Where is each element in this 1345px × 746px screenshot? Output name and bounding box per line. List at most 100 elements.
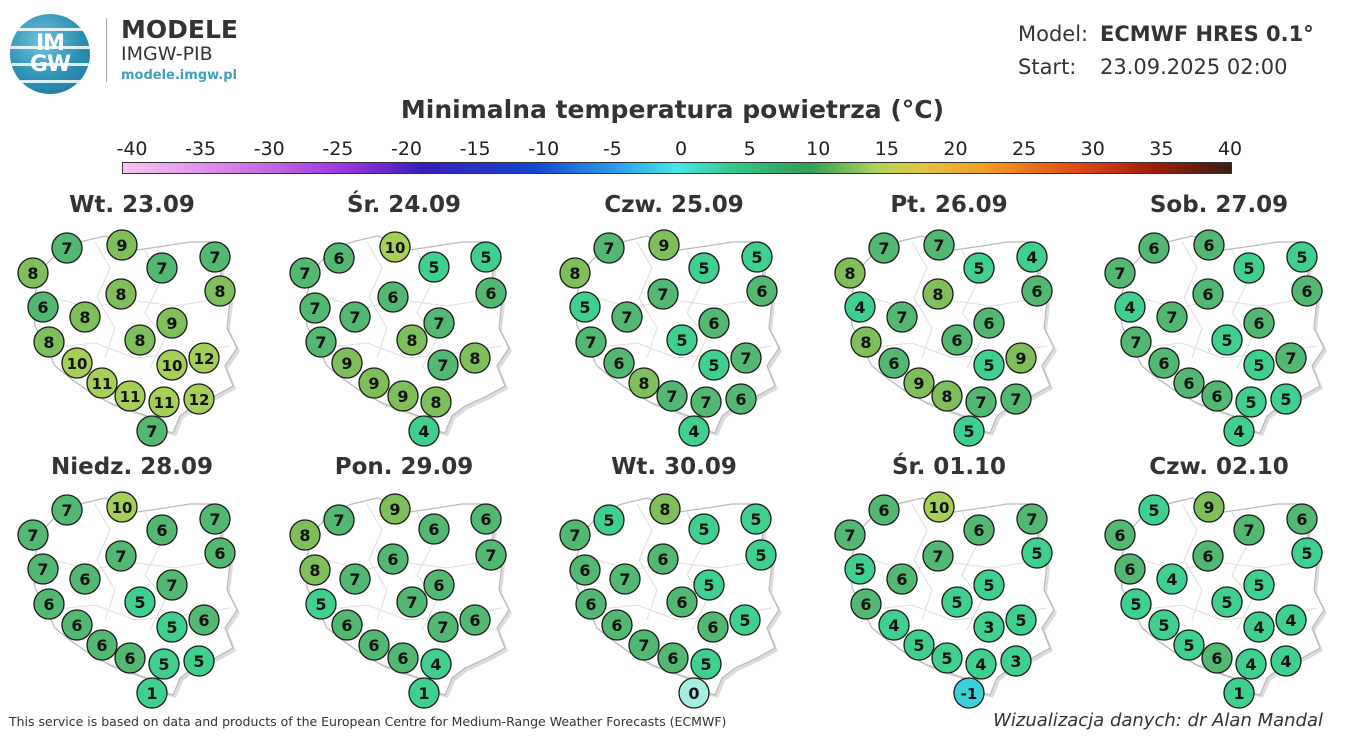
temperature-value: 5: [703, 576, 714, 595]
temperature-marker-circle: [86, 629, 118, 661]
temperature-value: 6: [387, 550, 398, 569]
region-borders: [49, 241, 231, 369]
day-title: Śr. 01.10: [891, 454, 1007, 480]
temperature-value: 6: [480, 510, 491, 529]
brand-url[interactable]: modele.imgw.pl: [121, 68, 237, 83]
temperature-marker-circle: [420, 386, 452, 418]
temperature-marker-circle: [593, 232, 625, 264]
temperature-value: 7: [349, 570, 360, 589]
temperature-marker-circle: [559, 519, 591, 551]
logo-divider: [106, 18, 107, 82]
colorbar-tick-label: 30: [1080, 138, 1105, 160]
temperature-marker-circle: [1233, 252, 1265, 284]
temperature-marker-circle: [746, 275, 778, 307]
temperature-marker: 9: [379, 493, 411, 525]
temperature-value: 6: [983, 314, 994, 333]
temperature-value: 4: [1253, 618, 1264, 637]
region-borders: [866, 503, 1048, 631]
temperature-marker-circle: [114, 380, 146, 412]
temperature-marker-circle: [1148, 609, 1180, 641]
temperature-value: 7: [569, 526, 580, 545]
temperature-marker-circle: [1120, 588, 1152, 620]
temperature-value: 5: [1183, 636, 1194, 655]
temperature-value: 5: [1301, 544, 1312, 563]
temperature-marker-circle: [1173, 367, 1205, 399]
temperature-value: 5: [428, 258, 439, 277]
temperature-marker: 7: [339, 301, 371, 333]
temperature-marker-circle: [973, 611, 1005, 643]
temperature-value: 7: [309, 299, 320, 318]
temperature-marker-circle: [427, 611, 459, 643]
logo-text-bottom: GW: [29, 52, 71, 77]
temperature-value: 9: [397, 387, 408, 406]
temperature-value: 3: [983, 618, 994, 637]
temperature-value: 6: [1158, 354, 1169, 373]
temperature-value: 8: [309, 561, 320, 580]
temperature-value: 6: [198, 611, 209, 630]
day-title: Czw. 02.10: [1149, 454, 1289, 480]
temperature-marker-circle: [199, 503, 231, 535]
temperature-value: 5: [983, 356, 994, 375]
temperature-marker-circle: [396, 586, 428, 618]
temperature-value: 6: [676, 593, 687, 612]
temperature-marker-circle: [1021, 275, 1053, 307]
temperature-marker-circle: [1016, 503, 1048, 535]
temperature-marker-circle: [148, 386, 180, 418]
temperature-marker: 9: [106, 229, 138, 261]
temperature-marker: 6: [459, 604, 491, 636]
day-title: Wt. 30.09: [611, 454, 737, 480]
temperature-marker: 6: [569, 554, 601, 586]
temperature-marker-circle: [1005, 604, 1037, 636]
temperature-marker-circle: [973, 307, 1005, 339]
temperature-marker-circle: [331, 347, 363, 379]
temperature-value: 1: [146, 684, 157, 703]
temperature-marker: 5: [305, 588, 337, 620]
temperature-marker: 5: [1120, 588, 1152, 620]
temperature-marker: 7: [323, 504, 355, 536]
temperature-marker-circle: [1138, 232, 1170, 264]
temperature-value: 8: [638, 374, 649, 393]
temperature-value: 7: [740, 349, 751, 368]
temperature-marker: 11: [148, 386, 180, 418]
temperature-marker: 6: [470, 503, 502, 535]
temperature-value: 7: [700, 393, 711, 412]
temperature-value: 5: [983, 576, 994, 595]
temperature-marker: 6: [886, 563, 918, 595]
temperature-value: 6: [613, 354, 624, 373]
temperature-marker: 5: [1270, 383, 1302, 415]
temperature-value: 7: [333, 511, 344, 530]
temperature-marker: 8: [931, 380, 963, 412]
temperature-value: 7: [209, 248, 220, 267]
temperature-value: 8: [932, 285, 943, 304]
temperature-value: 6: [667, 649, 678, 668]
temperature-value: 7: [437, 618, 448, 637]
temperature-marker: 7: [199, 503, 231, 535]
temperature-marker-circle: [1243, 349, 1275, 381]
temperature-marker: 6: [1192, 540, 1224, 572]
temperature-marker: 7: [923, 229, 955, 261]
region-borders: [591, 503, 773, 631]
temperature-value: 5: [755, 546, 766, 565]
model-value: ECMWF HRES 0.1°: [1100, 22, 1314, 46]
logo-wave: [10, 80, 90, 83]
temperature-marker: 7: [1156, 301, 1188, 333]
temperature-marker: 5: [941, 586, 973, 618]
temperature-marker: 6: [657, 642, 689, 674]
colorbar-tick-label: 35: [1149, 138, 1174, 160]
colorbar-tick-label: 20: [943, 138, 968, 160]
temperature-marker: 5: [963, 252, 995, 284]
logo-wave: [10, 63, 90, 66]
start-label: Start:: [1018, 55, 1077, 79]
temperature-marker-circle: [666, 324, 698, 356]
temperature-value: 8: [941, 387, 952, 406]
temperature-value: 5: [1148, 501, 1159, 520]
temperature-marker: 7: [647, 278, 679, 310]
poland-map: 7 9 7 7 8 8 6 8 8 9 8 8 10 10 12 11 11 11 12 7: [17, 229, 240, 447]
temperature-marker: 4: [844, 291, 876, 323]
temperature-value: 7: [299, 264, 310, 283]
temperature-marker: 8: [124, 324, 156, 356]
temperature-marker-circle: [973, 569, 1005, 601]
temperature-marker-circle: [868, 494, 900, 526]
temperature-value: 4: [888, 616, 899, 635]
temperature-marker: 4: [1270, 645, 1302, 677]
